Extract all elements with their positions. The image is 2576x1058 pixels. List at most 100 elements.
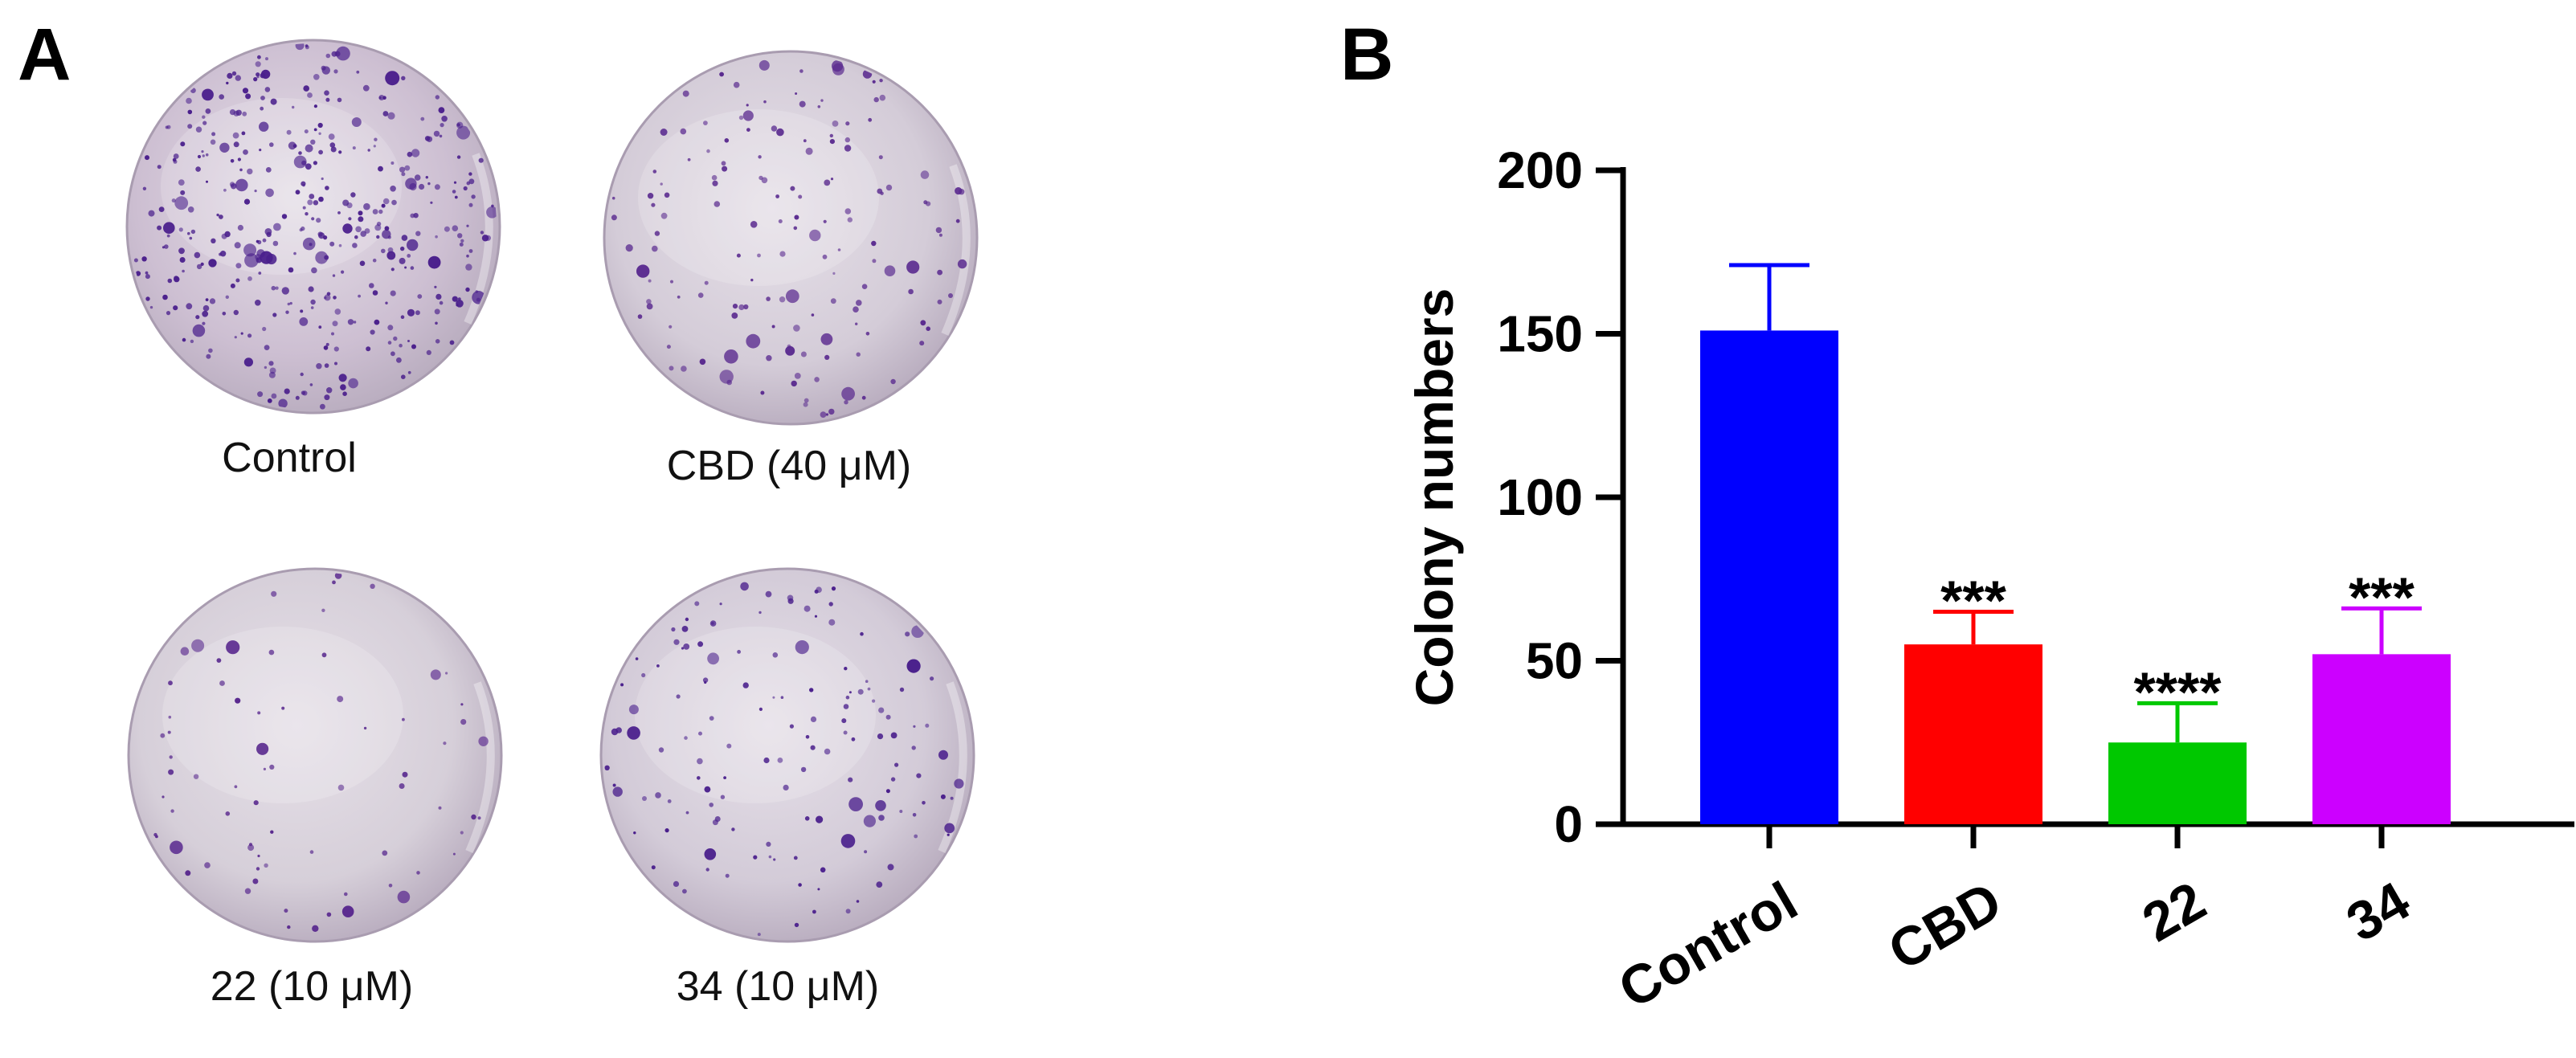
colony-dot xyxy=(321,177,324,181)
colony-dot xyxy=(791,380,797,387)
colony-dot xyxy=(871,240,877,247)
colony-dot xyxy=(255,300,261,306)
dish-highlight xyxy=(161,98,402,275)
colony-dot xyxy=(270,98,277,105)
colony-dot xyxy=(742,110,754,121)
colony-dot xyxy=(712,180,718,186)
colony-dot xyxy=(329,142,336,148)
colony-dot xyxy=(284,388,290,394)
colony-dot xyxy=(243,243,257,257)
colony-dot xyxy=(822,254,828,259)
colony-dot xyxy=(793,856,798,860)
colony-dot xyxy=(438,806,442,810)
colony-dot xyxy=(271,590,277,597)
colony-dot xyxy=(269,142,274,147)
colony-dot xyxy=(481,235,489,242)
colony-dot xyxy=(703,121,708,125)
colony-dot xyxy=(682,888,687,894)
colony-dot xyxy=(887,864,894,871)
colony-dot xyxy=(275,286,279,290)
colony-dot xyxy=(133,258,138,263)
colony-dot xyxy=(234,785,238,789)
colony-dot xyxy=(709,803,714,807)
colony-dot xyxy=(271,285,276,291)
colony-dot xyxy=(262,238,267,243)
colony-dot xyxy=(832,121,839,127)
colony-dot xyxy=(894,762,899,767)
colony-dot xyxy=(311,267,317,274)
colony-dot xyxy=(222,312,227,316)
colony-dot xyxy=(205,108,211,114)
colony-dot xyxy=(313,200,319,206)
colony-dot xyxy=(434,308,440,315)
colony-dot xyxy=(814,615,818,618)
colony-dot xyxy=(200,262,204,266)
colony-dot xyxy=(401,235,408,241)
colony-dot xyxy=(860,631,864,636)
colony-dot xyxy=(324,296,327,300)
colony-dot xyxy=(460,239,464,243)
colony-dot xyxy=(922,801,926,805)
colony-dot xyxy=(208,259,217,268)
colony-dot xyxy=(864,850,868,854)
colony-dot xyxy=(178,179,185,186)
colony-dot xyxy=(471,814,476,820)
dish-highlight xyxy=(162,627,403,803)
colony-dot xyxy=(746,128,750,132)
colony-dot xyxy=(884,265,896,277)
colony-dot xyxy=(790,186,795,191)
colony-dot xyxy=(809,229,821,242)
colony-dot xyxy=(637,314,643,319)
colony-dot xyxy=(235,697,241,704)
colony-dot xyxy=(937,299,942,304)
colony-dot xyxy=(452,852,456,856)
colony-dot xyxy=(265,57,268,61)
colony-dot xyxy=(872,699,876,703)
colony-dot xyxy=(732,304,738,309)
panel-a-letter: A xyxy=(18,14,72,96)
colony-dot xyxy=(399,343,403,348)
colony-dot xyxy=(463,186,468,191)
colony-dot xyxy=(372,209,378,214)
colony-dot xyxy=(660,212,668,219)
colony-dot xyxy=(186,97,192,104)
colony-dot xyxy=(259,149,262,152)
colony-dot xyxy=(265,167,272,173)
colony-dot xyxy=(604,765,610,770)
colony-dot xyxy=(145,271,149,275)
colony-dot xyxy=(235,75,241,81)
colony-dot xyxy=(253,77,258,82)
colony-dot xyxy=(444,226,450,232)
colony-dot xyxy=(697,641,704,647)
colony-dot xyxy=(364,228,370,234)
colony-dot xyxy=(231,183,237,190)
colony-dot xyxy=(182,337,186,342)
colony-dot xyxy=(226,640,240,655)
colony-dot xyxy=(673,639,680,645)
colony-dot xyxy=(416,871,420,875)
colony-dot xyxy=(227,72,233,79)
colony-dot xyxy=(435,95,440,100)
colony-dot xyxy=(677,295,681,299)
colony-dot xyxy=(257,55,261,59)
colony-dot xyxy=(178,247,185,255)
dish-control-image xyxy=(125,39,501,415)
colony-dot xyxy=(312,925,319,932)
colony-dot xyxy=(348,217,352,221)
colony-dot xyxy=(800,766,807,773)
colony-dot xyxy=(427,255,441,269)
colony-dot xyxy=(758,175,763,181)
colony-dot xyxy=(346,202,353,209)
colony-dot xyxy=(332,274,336,277)
colony-dot xyxy=(817,105,821,108)
colony-dot xyxy=(654,231,660,236)
colony-dot xyxy=(466,224,469,227)
colony-dot xyxy=(180,647,190,656)
colony-dot xyxy=(323,345,329,350)
colony-dot xyxy=(879,94,886,101)
colony-dot xyxy=(817,888,820,891)
colony-dot xyxy=(912,813,917,817)
colony-dot xyxy=(841,386,855,401)
colony-dot xyxy=(318,132,321,135)
colony-dot xyxy=(830,178,834,181)
